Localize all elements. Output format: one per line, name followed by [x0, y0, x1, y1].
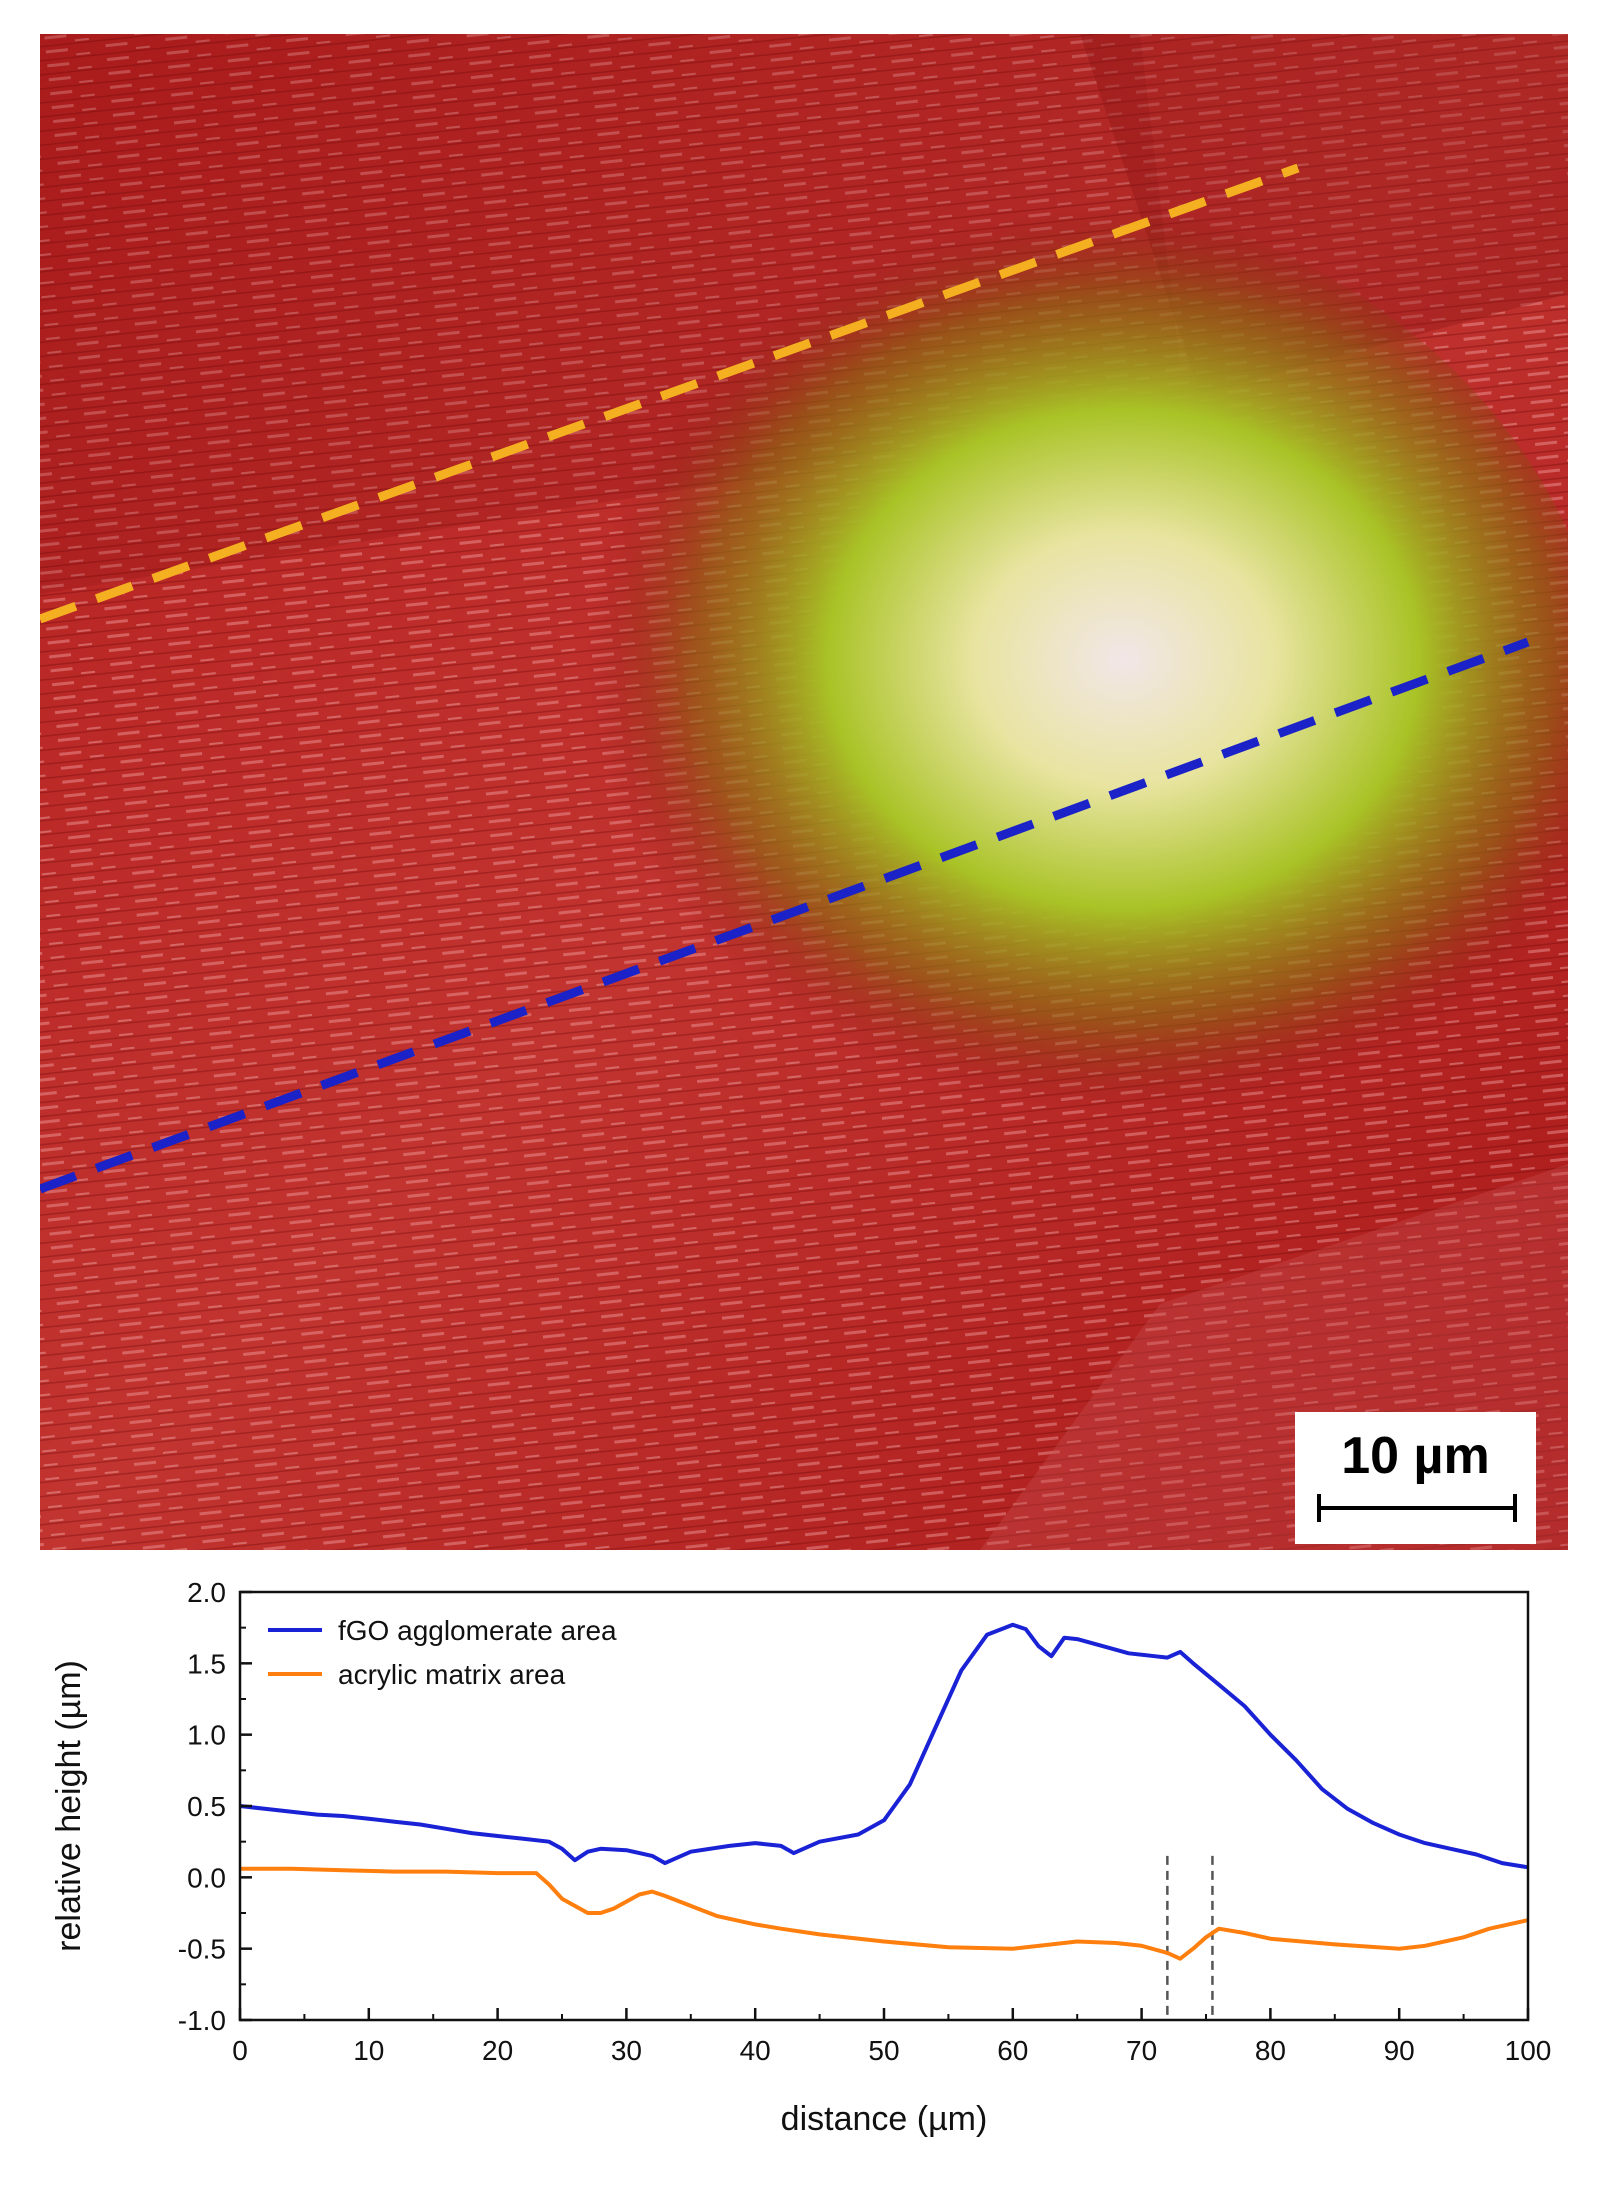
series-lines [239, 1622, 1529, 1961]
legend-label: acrylic matrix area [338, 1659, 566, 1690]
matrix-profile-line [40, 163, 1300, 624]
height-profile-chart: 0 10 20 30 40 50 60 70 80 90 100 -1.0 -0.5 0.0 0.5 1.0… [50, 1577, 1551, 2138]
legend: fGO agglomerate area acrylic matrix area [268, 1615, 617, 1690]
plot-frame [238, 1590, 1530, 2022]
y-tick-label: 1.0 [187, 1720, 226, 1751]
x-tick-label: 30 [611, 2035, 642, 2066]
y-axis-title: relative height (µm) [50, 1660, 88, 1952]
axis-ticks [238, 1590, 1530, 2022]
x-tick-label: 100 [1505, 2035, 1552, 2066]
x-axis-title: distance (µm) [781, 2100, 988, 2138]
agglomerate-profile-line [40, 637, 1530, 1194]
x-tick-label: 40 [740, 2035, 771, 2066]
afm-height-map [40, 34, 1568, 1550]
x-tick-labels: 0 10 20 30 40 50 60 70 80 90 100 [232, 2035, 1551, 2066]
x-tick-label: 0 [232, 2035, 248, 2066]
series-line [240, 1866, 1529, 1961]
reference-lines [1166, 1855, 1214, 2020]
y-tick-labels: -1.0 -0.5 0.0 0.5 1.0 1.5 2.0 [178, 1577, 226, 2036]
scale-bar-label: 10 µm [1341, 1427, 1490, 1485]
y-tick-label: 1.5 [187, 1648, 226, 1679]
y-tick-label: -0.5 [178, 1934, 226, 1965]
afm-micrograph: 10 µm [40, 34, 1568, 1550]
scale-bar-tick-left [1317, 1494, 1321, 1522]
y-tick-label: -1.0 [178, 2005, 226, 2036]
scale-bar-line [1319, 1506, 1515, 1510]
x-tick-label: 20 [482, 2035, 513, 2066]
y-tick-label: 0.5 [187, 1791, 226, 1822]
scale-bar: 10 µm [1295, 1412, 1536, 1544]
y-tick-label: 2.0 [187, 1577, 226, 1608]
scale-bar-tick-right [1513, 1494, 1517, 1522]
x-tick-label: 50 [868, 2035, 899, 2066]
x-tick-label: 60 [997, 2035, 1028, 2066]
series-line [239, 1622, 1529, 1870]
legend-label: fGO agglomerate area [338, 1615, 617, 1646]
x-tick-label: 80 [1255, 2035, 1286, 2066]
x-tick-label: 90 [1384, 2035, 1415, 2066]
y-tick-label: 0.0 [187, 1862, 226, 1893]
x-tick-label: 70 [1126, 2035, 1157, 2066]
x-tick-label: 10 [353, 2035, 384, 2066]
